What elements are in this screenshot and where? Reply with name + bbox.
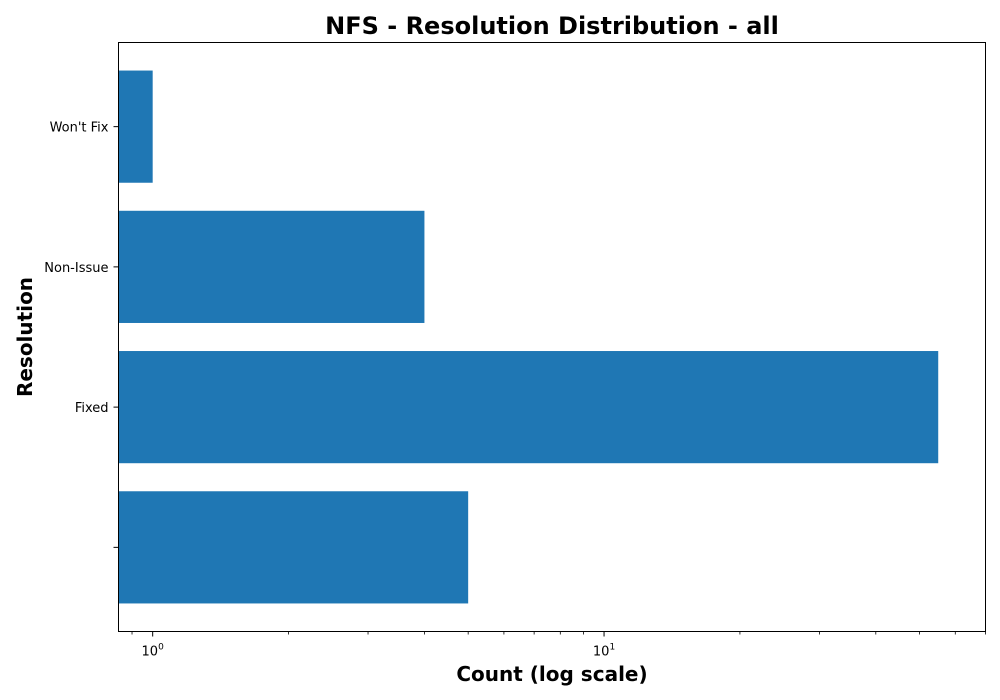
bars-group <box>118 70 939 604</box>
x-tick-label: 101 <box>593 643 615 660</box>
y-tick-label: Won't Fix <box>50 121 109 136</box>
bar-fixed <box>118 351 939 464</box>
y-tick-label: Fixed <box>75 401 109 416</box>
y-axis-label: Resolution <box>13 277 37 397</box>
y-tick-label: Non-Issue <box>44 261 108 276</box>
chart-title: NFS - Resolution Distribution - all <box>325 12 779 40</box>
x-axis-label: Count (log scale) <box>456 662 647 686</box>
bar-won-t-fix <box>118 70 153 183</box>
x-axis-ticks: 100 101 <box>131 631 986 660</box>
bar-blank <box>118 491 469 604</box>
y-axis-ticks: Fixed Non-Issue Won't Fix <box>44 121 119 548</box>
x-tick-label: 100 <box>142 643 165 660</box>
bar-non-issue <box>118 210 425 323</box>
plot-frame <box>118 42 986 632</box>
